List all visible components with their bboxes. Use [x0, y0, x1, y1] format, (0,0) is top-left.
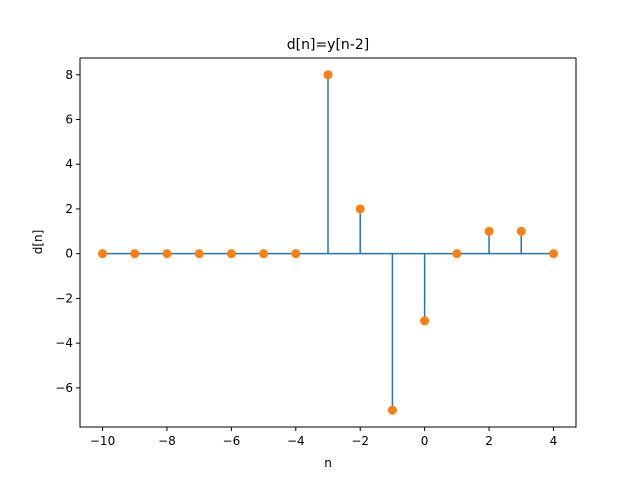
stem-marker [291, 249, 301, 259]
x-tick-label: −2 [351, 434, 369, 448]
stem-marker [130, 249, 140, 259]
stem-marker [420, 316, 430, 326]
stem-marker [226, 249, 236, 259]
plot-frame [79, 57, 577, 428]
x-axis: −10 −8 −6 −4 −2 0 2 4 [90, 427, 557, 448]
stem-marker [355, 204, 365, 214]
stem-marker [98, 249, 108, 259]
stem-marker [387, 405, 397, 415]
y-axis: −6 −4 −2 0 2 4 6 8 [55, 68, 80, 395]
x-tick-label: 0 [421, 434, 429, 448]
stem-marker [194, 249, 204, 259]
plot-area [98, 70, 558, 415]
stem-marker [162, 249, 172, 259]
x-tick-label: 2 [485, 434, 493, 448]
stem-marker [548, 249, 558, 259]
stem-marker [484, 226, 494, 236]
y-tick-label: 8 [65, 68, 73, 82]
y-tick-label: −2 [55, 291, 73, 305]
y-tick-label: 0 [65, 247, 73, 261]
x-tick-label: −4 [287, 434, 305, 448]
x-tick-label: 4 [550, 434, 558, 448]
x-axis-label: n [324, 456, 332, 470]
stem-marker [452, 249, 462, 259]
stem-marker [516, 226, 526, 236]
stem-marker [259, 249, 269, 259]
y-tick-label: 6 [65, 113, 73, 127]
x-tick-label: −6 [223, 434, 241, 448]
y-tick-label: −4 [55, 336, 73, 350]
y-tick-label: 2 [65, 202, 73, 216]
chart-title: d[n]=y[n-2] [287, 37, 369, 53]
x-tick-label: −10 [90, 434, 115, 448]
x-tick-label: −8 [158, 434, 176, 448]
stem-marker [323, 70, 333, 80]
y-tick-label: −6 [55, 381, 73, 395]
y-axis-label: d[n] [31, 230, 45, 255]
y-tick-label: 4 [65, 157, 73, 171]
